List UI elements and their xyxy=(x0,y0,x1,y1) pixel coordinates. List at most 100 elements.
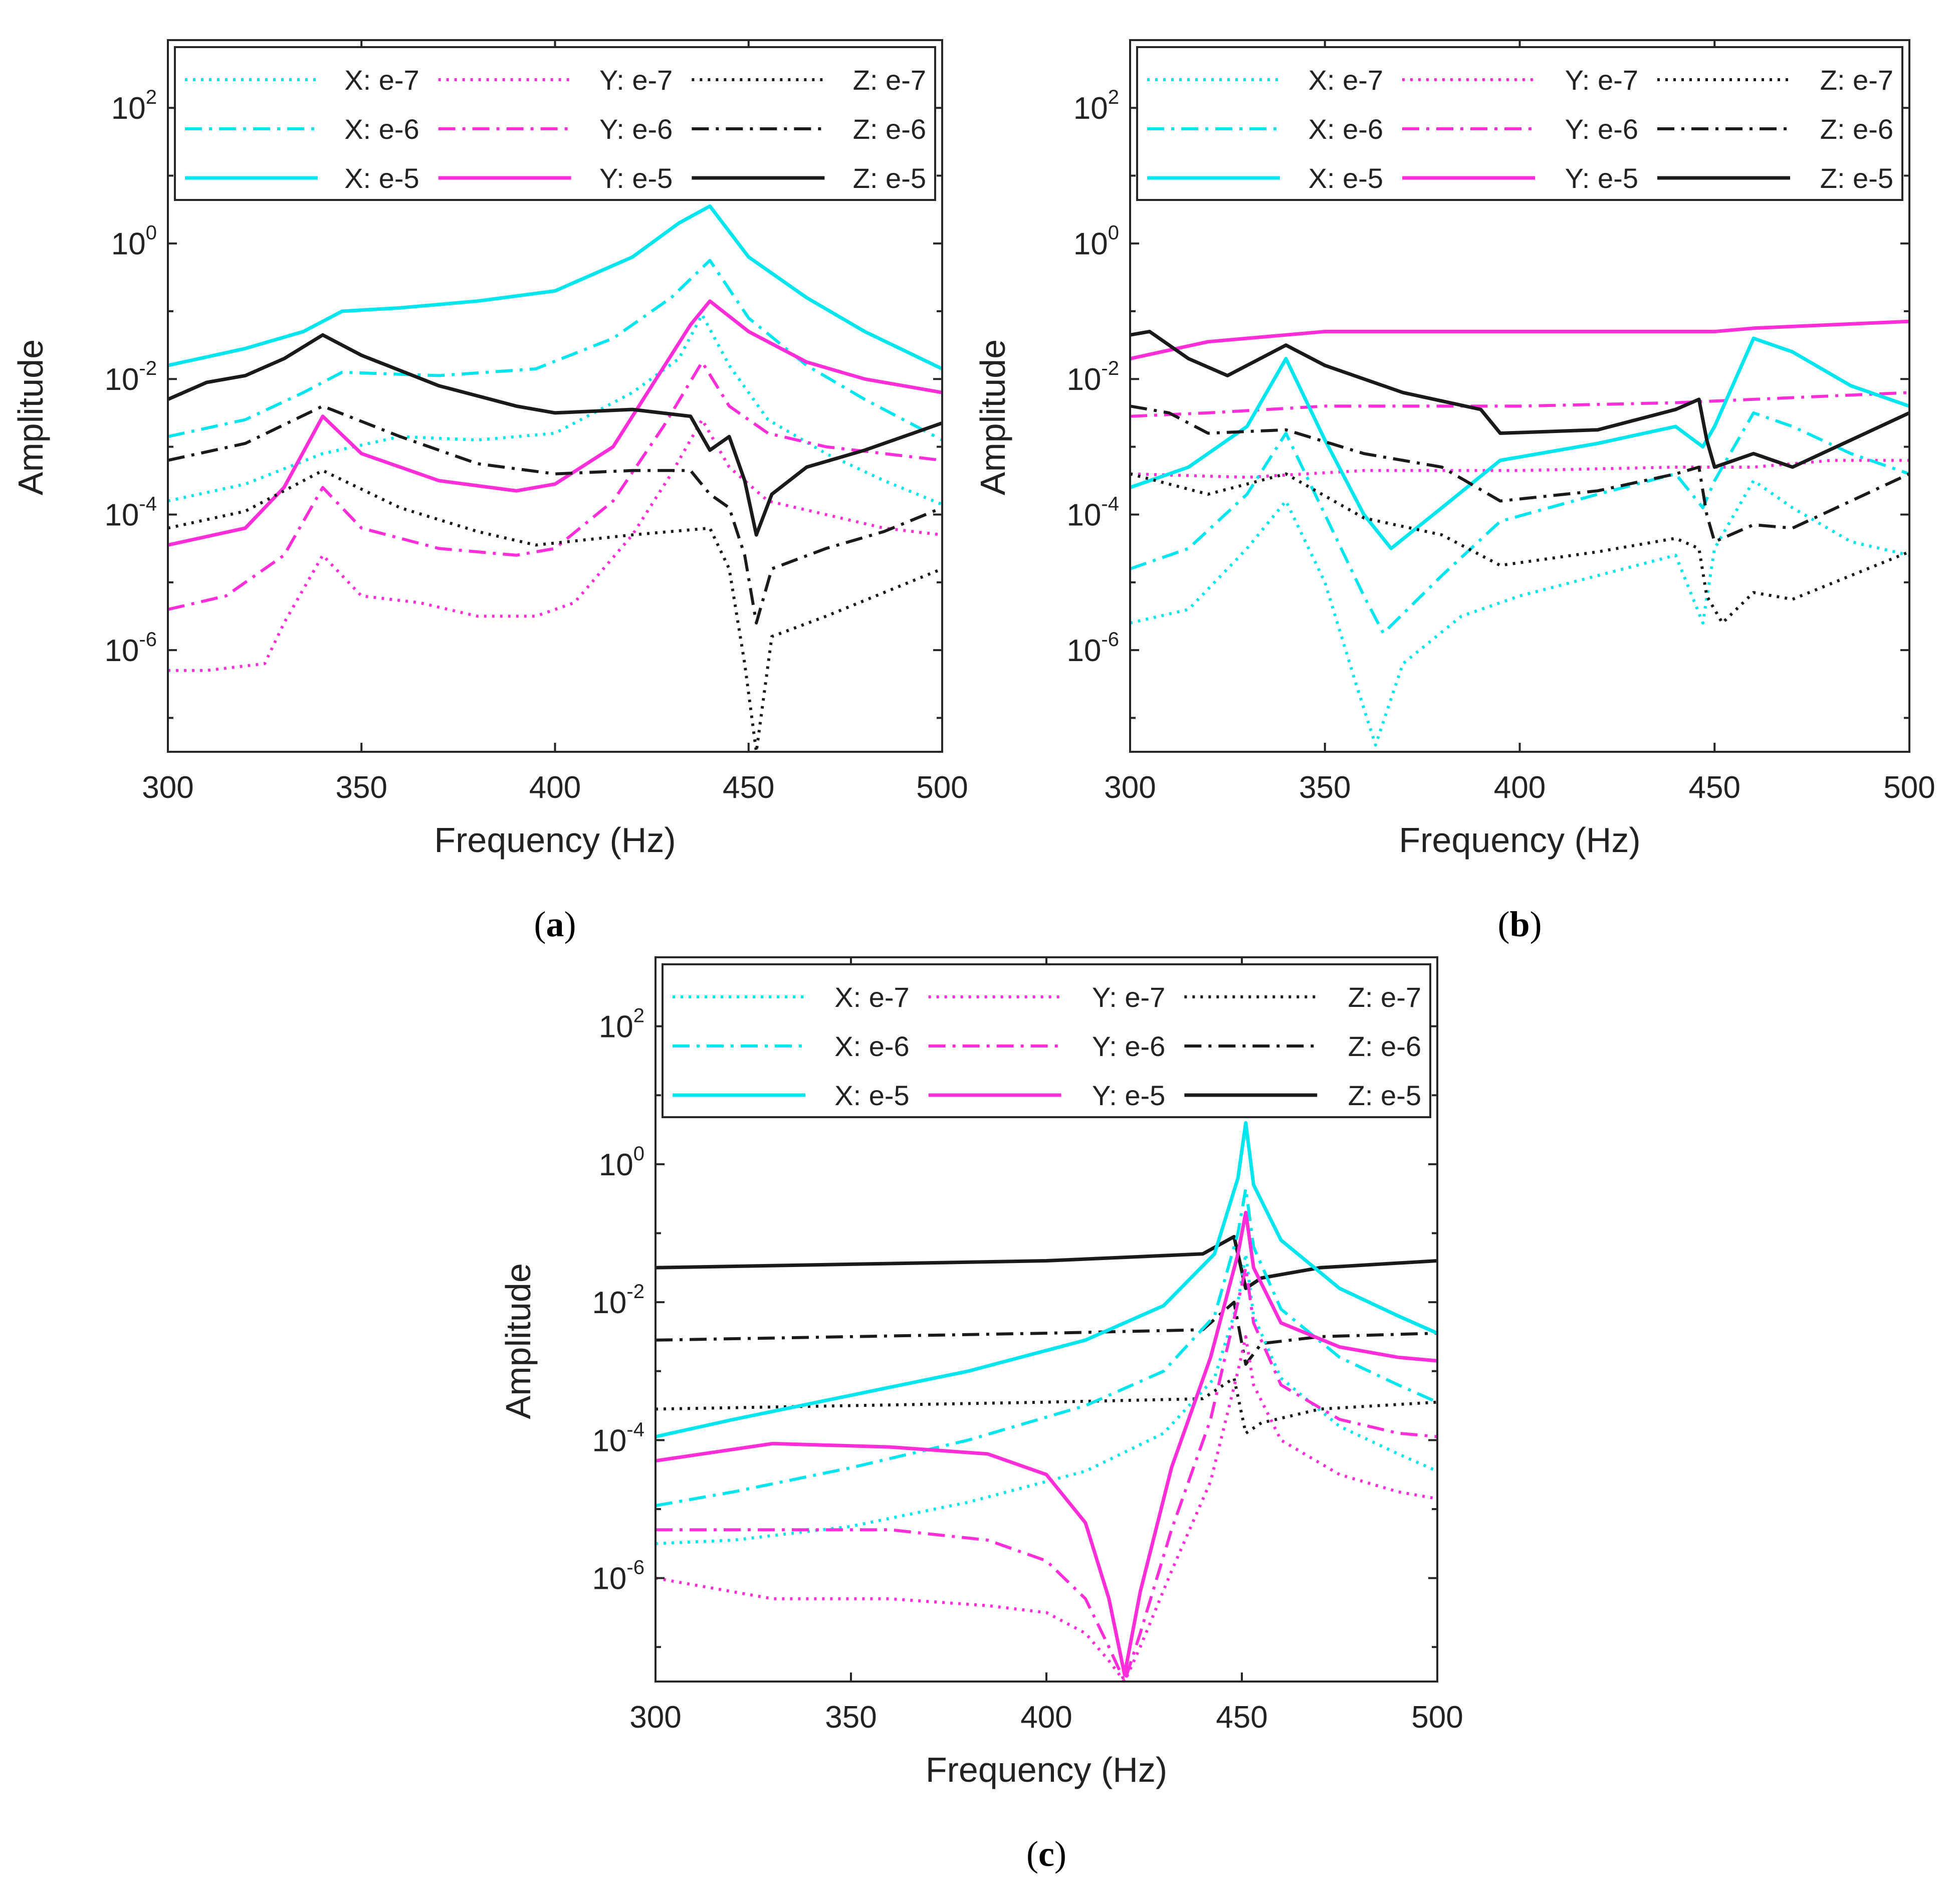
legend-label: Z: e-7 xyxy=(1820,64,1893,96)
x-axis-label: Frequency (Hz) xyxy=(434,820,676,860)
series-line-x-e-7 xyxy=(168,313,942,506)
series-line-y-e-5 xyxy=(656,1210,1437,1677)
series-line-x-e-5 xyxy=(168,204,942,371)
x-axis-label: Frequency (Hz) xyxy=(926,1750,1167,1789)
y-tick-label: 10-4 xyxy=(1066,493,1119,533)
series-line-y-e-7 xyxy=(168,418,942,672)
legend-label: Y: e-7 xyxy=(599,64,673,96)
y-tick-label: 102 xyxy=(599,1005,644,1044)
legend-label: X: e-6 xyxy=(1309,113,1383,145)
y-axis-label: Amplitude xyxy=(11,339,50,495)
series-line-y-e-6 xyxy=(1130,391,1909,418)
legend-label: Y: e-6 xyxy=(1565,113,1638,145)
legend-label: Y: e-5 xyxy=(1565,162,1638,194)
legend-label: Z: e-5 xyxy=(853,162,926,194)
series-line-x-e-6 xyxy=(1130,411,1909,635)
x-tick-label: 350 xyxy=(825,1700,877,1735)
legend-box xyxy=(662,963,1431,1118)
legend-box xyxy=(1136,46,1903,201)
x-tick-label: 450 xyxy=(723,770,774,805)
y-tick-label: 10-4 xyxy=(592,1418,644,1458)
series-line-x-e-6 xyxy=(656,1187,1437,1508)
legend-label: Z: e-6 xyxy=(1820,113,1893,145)
y-tick-label: 10-4 xyxy=(104,493,157,533)
y-tick-label: 10-2 xyxy=(592,1281,644,1320)
legend-label: X: e-7 xyxy=(834,981,909,1013)
legend-label: Z: e-7 xyxy=(1348,981,1421,1013)
legend-label: Z: e-6 xyxy=(853,113,926,145)
y-tick-label: 10-6 xyxy=(592,1557,644,1596)
legend-label: Z: e-6 xyxy=(1348,1030,1421,1062)
series-line-y-e-5 xyxy=(1130,319,1909,361)
series-line-z-e-6 xyxy=(1130,404,1909,543)
legend-label: X: e-5 xyxy=(1309,162,1383,194)
panel-caption: (c) xyxy=(1026,1834,1066,1874)
series-line-y-e-7 xyxy=(656,1335,1437,1682)
y-axis-label: Amplitude xyxy=(973,339,1012,495)
x-tick-label: 350 xyxy=(1299,770,1351,805)
y-tick-label: 100 xyxy=(599,1143,644,1182)
x-tick-label: 500 xyxy=(1411,1700,1463,1735)
series-line-z-e-6 xyxy=(168,404,942,624)
x-tick-label: 300 xyxy=(1104,770,1156,805)
legend-label: Y: e-5 xyxy=(599,162,673,194)
x-tick-label: 300 xyxy=(142,770,193,805)
legend-label: Y: e-7 xyxy=(1565,64,1638,96)
legend-label: Y: e-7 xyxy=(1092,981,1165,1013)
legend-label: X: e-7 xyxy=(344,64,419,96)
series-line-x-e-7 xyxy=(1130,479,1909,747)
series-line-z-e-5 xyxy=(656,1234,1437,1291)
y-tick-label: 100 xyxy=(1073,222,1119,262)
series-line-z-e-7 xyxy=(1130,472,1909,624)
y-tick-label: 10-6 xyxy=(104,629,157,668)
legend-label: Y: e-6 xyxy=(599,113,673,145)
y-tick-label: 100 xyxy=(111,222,157,262)
series-line-x-e-6 xyxy=(168,259,942,442)
legend-label: Z: e-5 xyxy=(1820,162,1893,194)
legend-label: X: e-5 xyxy=(344,162,419,194)
legend-label: Z: e-7 xyxy=(853,64,926,96)
panel-c-chart: 300 350 400 450 500 102 100 10-2 10-4 10-6 Frequen… xyxy=(499,956,1463,1874)
series-line-z-e-5 xyxy=(1130,330,1909,469)
series-group xyxy=(656,1121,1437,1682)
x-tick-label: 300 xyxy=(629,1700,681,1735)
series-line-y-e-5 xyxy=(168,299,942,547)
legend-label: X: e-6 xyxy=(834,1030,909,1062)
y-tick-label: 10-6 xyxy=(1066,629,1119,668)
legend-label: X: e-6 xyxy=(344,113,419,145)
panel-caption: (a) xyxy=(534,904,576,944)
x-tick-label: 500 xyxy=(1883,770,1935,805)
y-tick-label: 102 xyxy=(111,86,157,126)
y-axis-label: Amplitude xyxy=(499,1263,538,1419)
series-line-z-e-5 xyxy=(168,333,942,537)
panel-a-chart: 300 350 400 450 500 102 100 10-2 10-4 10-6 Frequen… xyxy=(11,39,968,944)
legend-label: Y: e-5 xyxy=(1092,1080,1165,1111)
legend-label: X: e-5 xyxy=(834,1080,909,1111)
series-line-y-e-6 xyxy=(168,360,942,611)
series-group xyxy=(1130,319,1909,747)
legend-box xyxy=(174,46,936,201)
series-line-y-e-6 xyxy=(656,1266,1437,1682)
legend-label: Z: e-5 xyxy=(1348,1080,1421,1111)
x-tick-label: 350 xyxy=(336,770,387,805)
series-line-y-e-7 xyxy=(1130,459,1909,479)
panel-b-chart: 300 350 400 450 500 102 100 10-2 10-4 10-6 Frequen… xyxy=(973,39,1935,944)
series-line-x-e-5 xyxy=(656,1121,1437,1438)
x-tick-label: 450 xyxy=(1689,770,1740,805)
legend-label: X: e-7 xyxy=(1309,64,1383,96)
y-tick-label: 102 xyxy=(1073,86,1119,126)
x-tick-label: 400 xyxy=(529,770,581,805)
panel-caption: (b) xyxy=(1497,904,1542,944)
legend-label: Y: e-6 xyxy=(1092,1030,1165,1062)
x-tick-label: 450 xyxy=(1216,1700,1267,1735)
series-line-z-e-6 xyxy=(656,1301,1437,1366)
series-line-x-e-5 xyxy=(1130,336,1909,550)
x-tick-label: 500 xyxy=(916,770,968,805)
series-group xyxy=(168,204,942,752)
x-tick-label: 400 xyxy=(1494,770,1546,805)
y-tick-label: 10-2 xyxy=(1066,357,1119,397)
x-tick-label: 400 xyxy=(1020,1700,1072,1735)
x-axis-label: Frequency (Hz) xyxy=(1399,820,1640,860)
y-tick-label: 10-2 xyxy=(104,357,157,397)
